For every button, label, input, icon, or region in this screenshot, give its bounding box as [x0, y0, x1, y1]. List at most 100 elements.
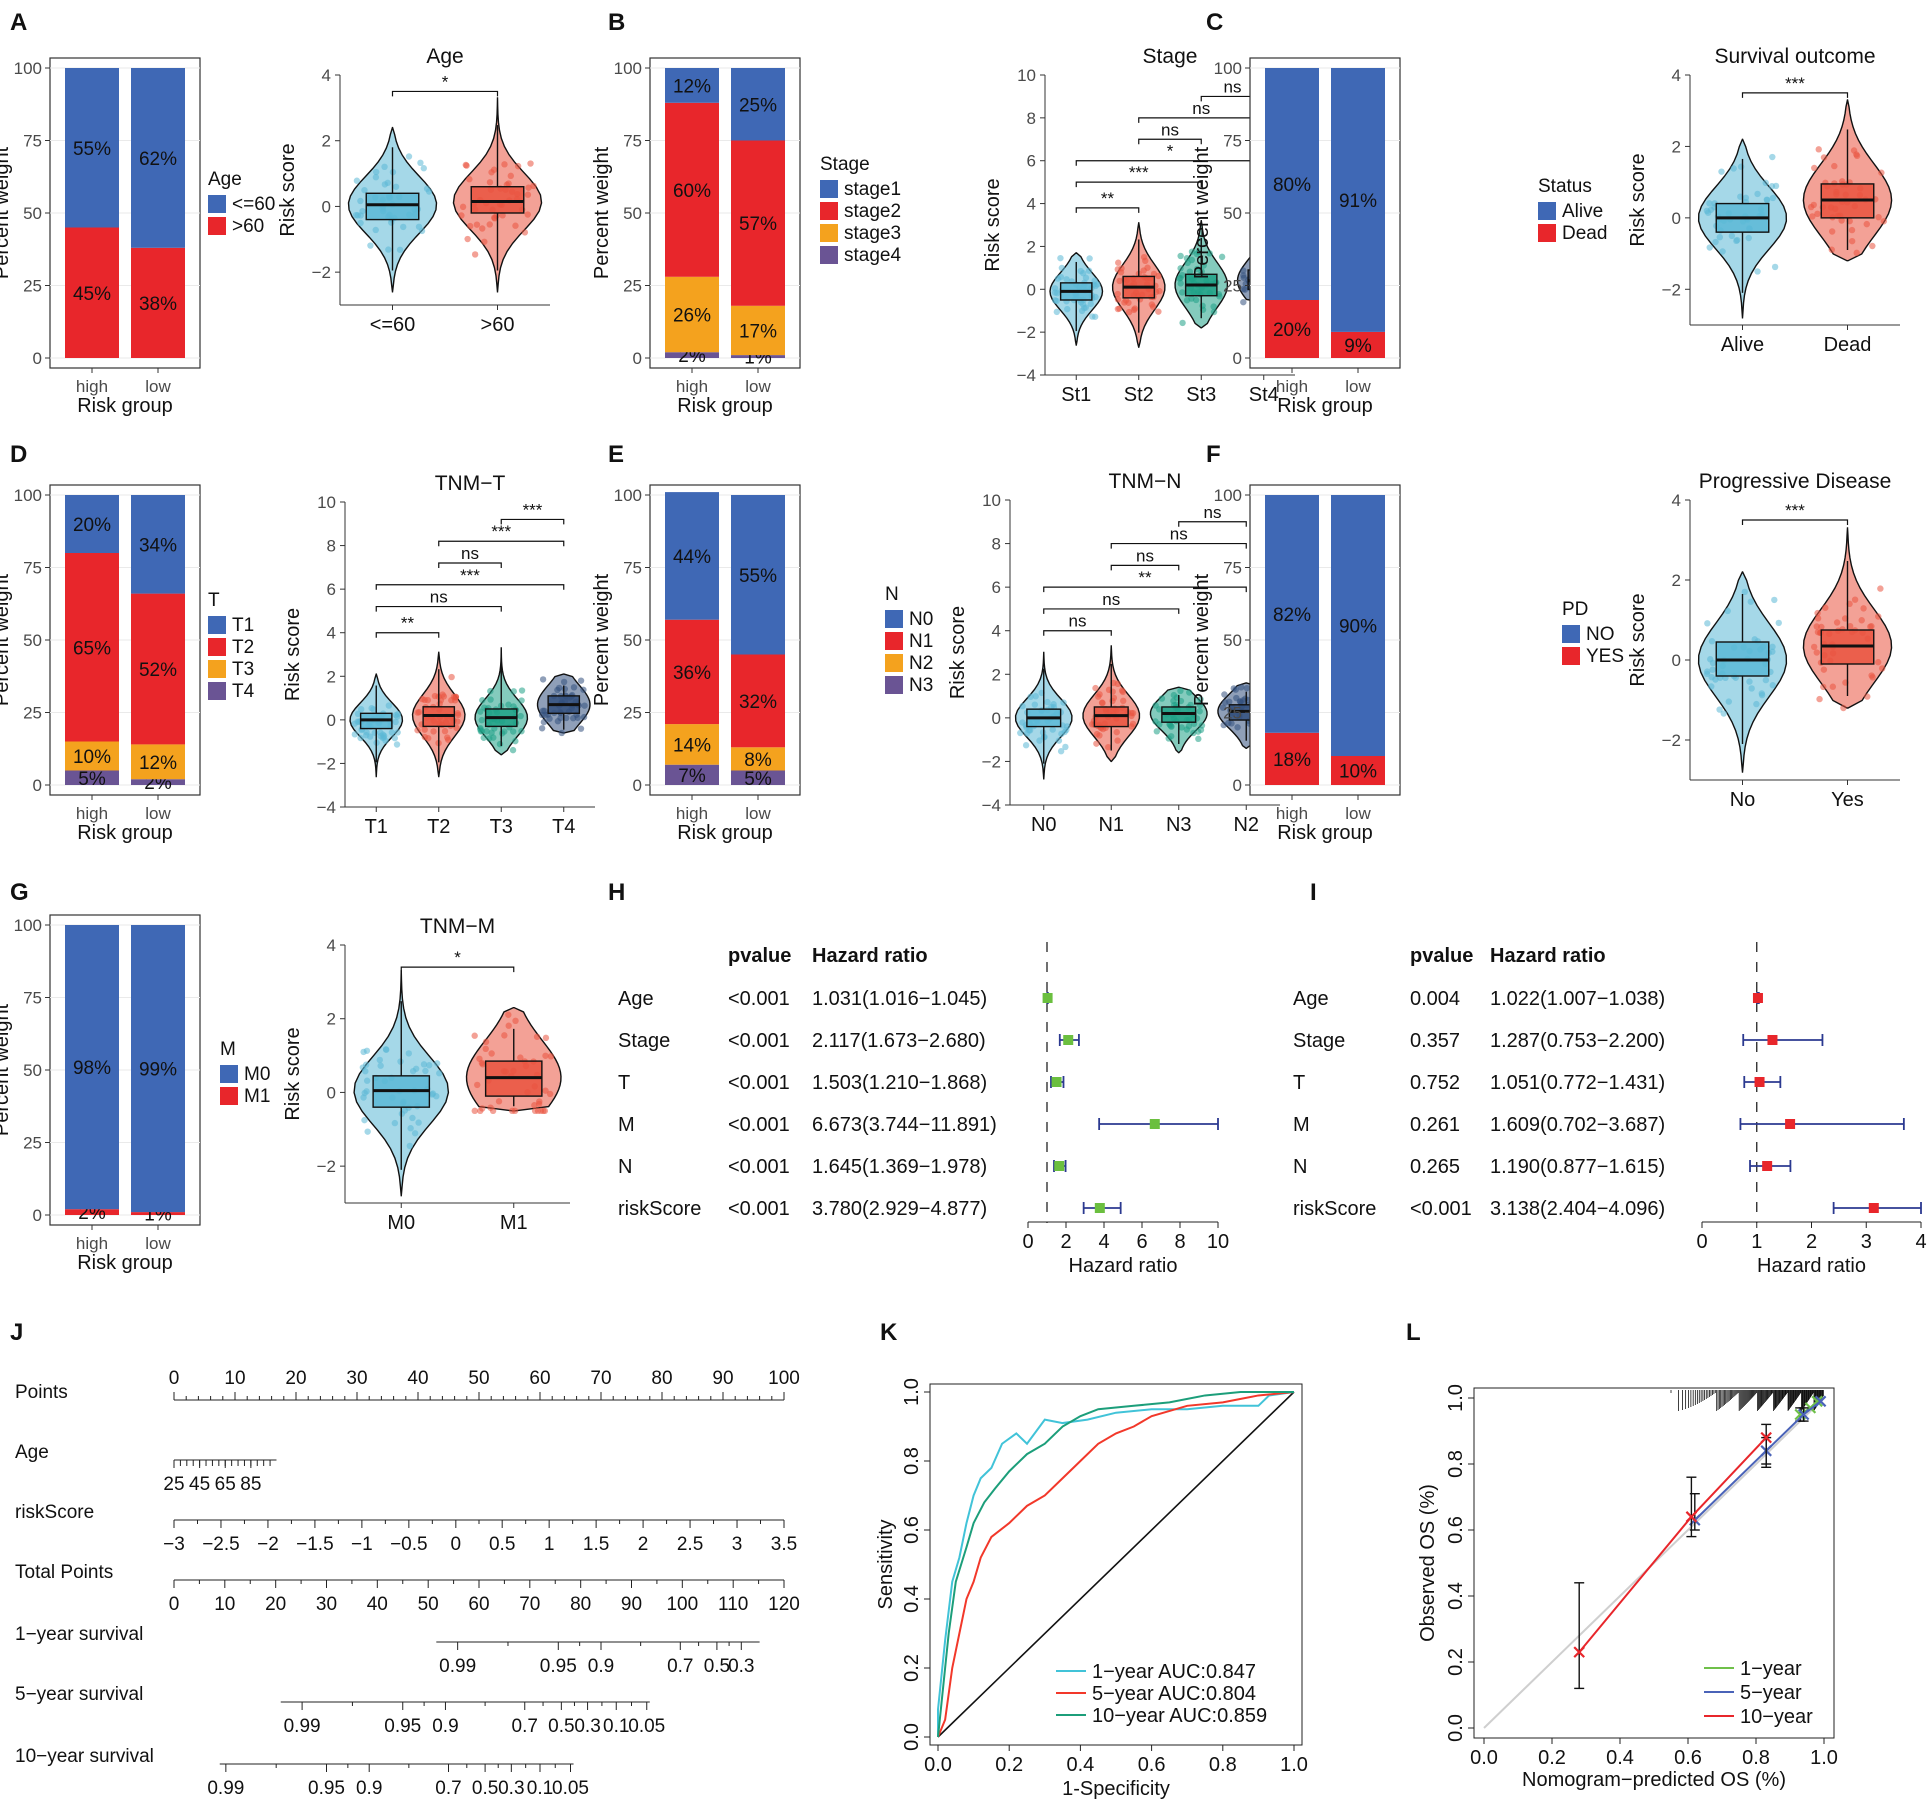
data-point: [420, 1061, 428, 1068]
data-point: [1820, 683, 1827, 691]
hazard-ratio-point: [1042, 993, 1053, 1003]
variable-label: riskScore: [618, 1198, 701, 1220]
bar-segment: [1265, 732, 1319, 785]
x-tick-label: >60: [481, 314, 515, 336]
data-point: [580, 713, 588, 721]
y-tick-label: 75: [23, 989, 42, 1008]
y-tick-label: −2: [317, 754, 336, 773]
x-tick-label: 2: [1060, 1231, 1071, 1253]
hazard-ratio-text: 1.022(1.007−1.038): [1490, 988, 1665, 1010]
data-point: [360, 1048, 367, 1056]
y-tick-label: 0: [633, 349, 642, 368]
data-point: [1125, 308, 1133, 316]
x-tick-label: 3: [1861, 1231, 1872, 1253]
data-point: [458, 212, 465, 219]
data-point: [405, 1050, 413, 1057]
y-tick-label: 100: [14, 486, 42, 505]
data-point: [1093, 730, 1101, 738]
y-axis-label: Risk score: [947, 606, 969, 699]
significance-bracket: [1741, 92, 1849, 98]
data-point: [1177, 687, 1184, 695]
tick-label: 85: [240, 1474, 261, 1495]
data-point: [1186, 689, 1193, 696]
data-point: [518, 687, 526, 694]
y-axis-label: Risk score: [282, 608, 304, 701]
data-point: [1708, 683, 1715, 690]
hazard-ratio-point: [1785, 1119, 1796, 1129]
legend-entry: stage4: [844, 245, 901, 266]
bar-segment: [131, 1212, 185, 1215]
significance-label: **: [1138, 568, 1152, 587]
data-point: [1809, 213, 1816, 220]
x-tick-label: T2: [427, 816, 450, 838]
x-tick-label: M1: [500, 1212, 528, 1234]
data-point: [393, 713, 401, 720]
hazard-ratio-point: [1054, 1161, 1065, 1171]
significance-label: ns: [461, 544, 479, 563]
bar-segment: [65, 495, 119, 553]
data-point: [1114, 737, 1121, 744]
data-point: [554, 718, 562, 725]
x-tick-label: 0.0: [924, 1754, 952, 1776]
data-point: [430, 728, 437, 735]
tick-label: 20: [265, 1594, 286, 1615]
data-point: [1064, 305, 1071, 313]
data-point: [448, 673, 455, 681]
variable-label: T: [1293, 1072, 1305, 1094]
data-point: [1195, 735, 1202, 743]
significance-bracket: [400, 966, 515, 973]
data-point: [1178, 271, 1186, 279]
data-point: [1031, 701, 1039, 708]
forest-plot-i: pvalue Hazard ratio Age 0.004 1.022(1.007−1.…: [1293, 942, 1927, 1277]
significance-bracket: [1043, 630, 1112, 636]
data-point: [1733, 236, 1741, 244]
bar-data-label: 26%: [673, 306, 711, 327]
y-tick-label: 10: [317, 493, 336, 512]
data-point: [1017, 729, 1024, 737]
data-point: [514, 162, 522, 170]
data-point: [466, 222, 474, 230]
tick-label: 100: [768, 1368, 800, 1389]
data-point: [517, 712, 524, 720]
data-point: [479, 1061, 486, 1068]
x-tick-label: T3: [490, 816, 513, 838]
bar-data-label: 34%: [139, 535, 177, 556]
bar-segment: [65, 1209, 119, 1215]
data-point: [525, 184, 532, 191]
data-point: [1128, 709, 1135, 717]
hazard-ratio-text: 3.138(2.404−4.096): [1490, 1198, 1665, 1220]
panel-label-j: J: [10, 1319, 23, 1346]
data-point: [486, 179, 494, 186]
data-point: [1051, 289, 1059, 296]
bar-segment: [1265, 300, 1319, 358]
x-tick-label: 0.8: [1742, 1747, 1770, 1769]
y-tick-label: 50: [1223, 204, 1242, 223]
calibration-point: [1811, 1395, 1823, 1408]
legend-entry: 5−year AUC:0.804: [1092, 1683, 1256, 1705]
y-tick-label: 2: [322, 132, 331, 151]
tick-label: 0.99: [207, 1778, 244, 1799]
hazard-ratio-text: 2.117(1.673−2.680): [812, 1030, 986, 1052]
bar-segment: [731, 140, 785, 306]
data-point: [377, 1062, 384, 1069]
legend-entry: 10−year AUC:0.859: [1092, 1705, 1267, 1727]
data-point: [418, 227, 426, 235]
significance-label: ns: [1102, 590, 1120, 609]
data-point: [1704, 668, 1711, 675]
data-point: [425, 188, 433, 195]
bar-data-label: 10%: [73, 747, 111, 768]
y-tick-label: 0: [992, 709, 1001, 728]
data-point: [1053, 308, 1061, 316]
bar-segment: [65, 741, 119, 771]
x-tick-label: low: [745, 804, 771, 823]
significance-label: *: [1167, 142, 1174, 161]
data-point: [498, 730, 506, 737]
data-point: [482, 1045, 489, 1053]
panel-label-l: L: [1406, 1319, 1421, 1346]
bar-segment: [731, 68, 785, 141]
data-point: [501, 161, 508, 168]
data-point: [1820, 666, 1828, 673]
significance-label: ns: [1192, 99, 1210, 118]
data-point: [363, 731, 370, 739]
data-point: [376, 1056, 383, 1064]
